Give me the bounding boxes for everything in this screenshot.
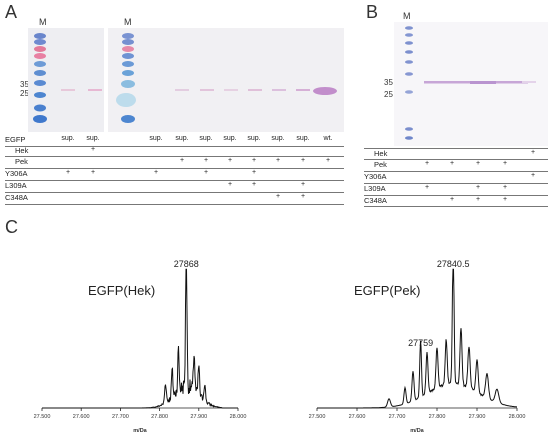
gel_a-cell-r4-c8: + xyxy=(251,181,257,188)
spectrum-plot-pek xyxy=(316,268,518,411)
peak-label: 27868 xyxy=(173,259,199,269)
gel_b-cell-r4-c2: + xyxy=(475,196,481,203)
gel_b-cell-r2-c5: + xyxy=(530,172,536,179)
row-label-b-l309a: L309A xyxy=(364,184,386,193)
gel_a-cell-r3-c8: + xyxy=(251,169,257,176)
mw-label-25-b: 25 xyxy=(384,90,393,99)
gel_a-cell-r0-c11: wt. xyxy=(323,135,333,142)
gel_a-cell-r4-c7: + xyxy=(227,181,233,188)
row-label-b-y306a: Y306A xyxy=(364,172,387,181)
gel_a-cell-r0-c8: sup. xyxy=(247,135,261,142)
marker-ladder-a2 xyxy=(116,33,136,123)
marker-label-a2: M xyxy=(124,17,132,27)
gel_b-cell-r0-c5: + xyxy=(530,149,536,156)
sample-bands-b xyxy=(424,81,536,84)
row-label-l309a: L309A xyxy=(5,181,27,190)
gel_a-cell-r1-c2: + xyxy=(90,146,96,153)
gel_b-cell-r1-c2: + xyxy=(475,160,481,167)
marker-label-a1: M xyxy=(39,17,47,27)
gel-image-b xyxy=(394,22,548,146)
marker-label-b: M xyxy=(403,11,411,21)
panel-a-label: A xyxy=(5,2,18,22)
gel_a-cell-r0-c2: sup. xyxy=(86,135,100,142)
row-label-b-c348a: C348A xyxy=(364,196,387,205)
gel_a-cell-r5-c10: + xyxy=(300,193,306,200)
x-tick-label: 28.000 xyxy=(508,414,526,420)
gel_b-cell-r4-c3: + xyxy=(502,196,508,203)
row-label-y306a: Y306A xyxy=(5,169,28,178)
gel_b-cell-r1-c3: + xyxy=(502,160,508,167)
gel_a-cell-r0-c9: sup. xyxy=(271,135,285,142)
gel_a-cell-r0-c6: sup. xyxy=(199,135,213,142)
panel-b-label: B xyxy=(366,2,379,22)
gel_a-cell-r3-c6: + xyxy=(203,169,209,176)
gel_a-cell-r4-c10: + xyxy=(300,181,306,188)
spectrum-plot-hek xyxy=(41,268,239,411)
peak-label: 27840.5 xyxy=(436,259,470,269)
gel_b-cell-r4-c1: + xyxy=(449,196,455,203)
x-tick-label: 27.600 xyxy=(72,414,90,420)
row-label-c348a: C348A xyxy=(5,193,28,202)
gel_b-cell-r3-c3: + xyxy=(502,184,508,191)
x-tick-label: 27.700 xyxy=(388,414,406,420)
mw-label-35-b: 35 xyxy=(384,78,393,87)
gel_a-cell-r2-c8: + xyxy=(251,157,257,164)
x-tick-label: 27.600 xyxy=(348,414,366,420)
gel_a-cell-r2-c5: + xyxy=(179,157,185,164)
x-tick-label: 27.900 xyxy=(468,414,486,420)
x-tick-label: 27.800 xyxy=(151,414,169,420)
x-axis-label-pek: m/Da xyxy=(410,428,424,434)
gel_a-cell-r3-c4: + xyxy=(153,169,159,176)
row-label-pek: Pek xyxy=(15,157,28,166)
gel_a-cell-r0-c4: sup. xyxy=(149,135,163,142)
x-tick-label: 28.000 xyxy=(229,414,247,420)
gel_b-cell-r3-c0: + xyxy=(424,184,430,191)
gel_a-cell-r2-c9: + xyxy=(275,157,281,164)
spectrum-line xyxy=(42,268,238,409)
row-label-egfp: EGFP xyxy=(5,135,26,144)
x-tick-label: 27.900 xyxy=(190,414,208,420)
panel-c-label: C xyxy=(5,217,18,237)
x-tick-label: 27.800 xyxy=(428,414,446,420)
gel_a-cell-r0-c10: sup. xyxy=(296,135,310,142)
gel_b-cell-r3-c2: + xyxy=(475,184,481,191)
row-label-b-pek: Pek xyxy=(374,160,387,169)
gel_b-cell-r1-c1: + xyxy=(449,160,455,167)
chart-title-hek: EGFP(Hek) xyxy=(88,283,156,298)
spectrum-line xyxy=(317,268,517,409)
gel_a-cell-r3-c1: + xyxy=(65,169,71,176)
gel_a-cell-r2-c7: + xyxy=(227,157,233,164)
gel-image-a xyxy=(28,28,344,132)
x-tick-label: 27.500 xyxy=(33,414,51,420)
gel_a-cell-r5-c9: + xyxy=(275,193,281,200)
mw-label-25-a: 25 xyxy=(20,89,29,98)
marker-ladder-a1 xyxy=(33,33,47,123)
chart-title-pek: EGFP(Pek) xyxy=(354,283,421,298)
x-axis-label-hek: m/Da xyxy=(133,428,147,434)
gel_b-cell-r1-c0: + xyxy=(424,160,430,167)
gel_a-cell-r0-c1: sup. xyxy=(61,135,75,142)
x-tick-label: 27.500 xyxy=(308,414,326,420)
row-label-b-hek: Hek xyxy=(374,149,388,158)
gel_a-cell-r0-c7: sup. xyxy=(223,135,237,142)
gel_a-cell-r3-c2: + xyxy=(90,169,96,176)
x-tick-label: 27.700 xyxy=(111,414,129,420)
row-label-hek: Hek xyxy=(15,146,29,155)
gel_a-cell-r0-c5: sup. xyxy=(175,135,189,142)
mw-label-35-a: 35 xyxy=(20,80,29,89)
gel_a-cell-r2-c10: + xyxy=(300,157,306,164)
gel_a-cell-r2-c6: + xyxy=(203,157,209,164)
gel_a-cell-r2-c11: + xyxy=(325,157,331,164)
marker-ladder-b xyxy=(405,26,413,140)
sample-bands-a xyxy=(61,87,337,95)
